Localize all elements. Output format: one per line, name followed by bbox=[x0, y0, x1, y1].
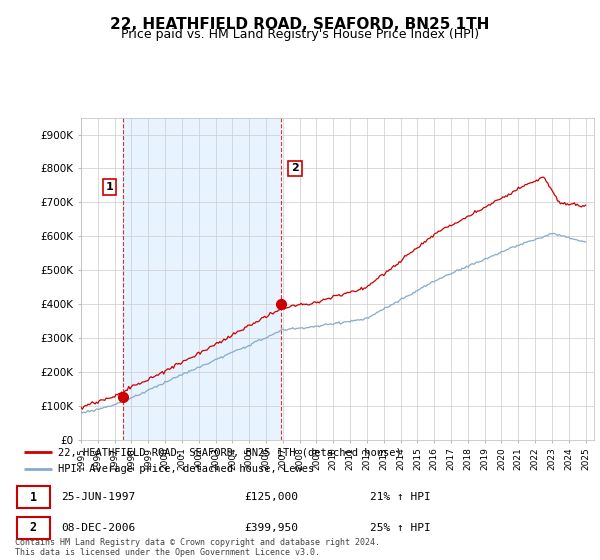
Text: £125,000: £125,000 bbox=[244, 492, 298, 502]
Text: 1: 1 bbox=[30, 491, 37, 504]
Text: HPI: Average price, detached house, Lewes: HPI: Average price, detached house, Lewe… bbox=[58, 464, 314, 474]
Text: Price paid vs. HM Land Registry's House Price Index (HPI): Price paid vs. HM Land Registry's House … bbox=[121, 28, 479, 41]
Text: 25-JUN-1997: 25-JUN-1997 bbox=[61, 492, 135, 502]
Text: 2: 2 bbox=[30, 521, 37, 534]
Text: 1: 1 bbox=[106, 182, 113, 192]
Text: £399,950: £399,950 bbox=[244, 522, 298, 533]
Text: 22, HEATHFIELD ROAD, SEAFORD, BN25 1TH (detached house): 22, HEATHFIELD ROAD, SEAFORD, BN25 1TH (… bbox=[58, 447, 402, 457]
Text: 22, HEATHFIELD ROAD, SEAFORD, BN25 1TH: 22, HEATHFIELD ROAD, SEAFORD, BN25 1TH bbox=[110, 17, 490, 32]
Text: 25% ↑ HPI: 25% ↑ HPI bbox=[370, 522, 431, 533]
Text: Contains HM Land Registry data © Crown copyright and database right 2024.
This d: Contains HM Land Registry data © Crown c… bbox=[15, 538, 380, 557]
Text: 2: 2 bbox=[291, 164, 299, 174]
FancyBboxPatch shape bbox=[17, 517, 50, 539]
Text: 08-DEC-2006: 08-DEC-2006 bbox=[61, 522, 135, 533]
Text: 21% ↑ HPI: 21% ↑ HPI bbox=[370, 492, 431, 502]
FancyBboxPatch shape bbox=[17, 486, 50, 508]
Bar bbox=[123, 118, 281, 440]
